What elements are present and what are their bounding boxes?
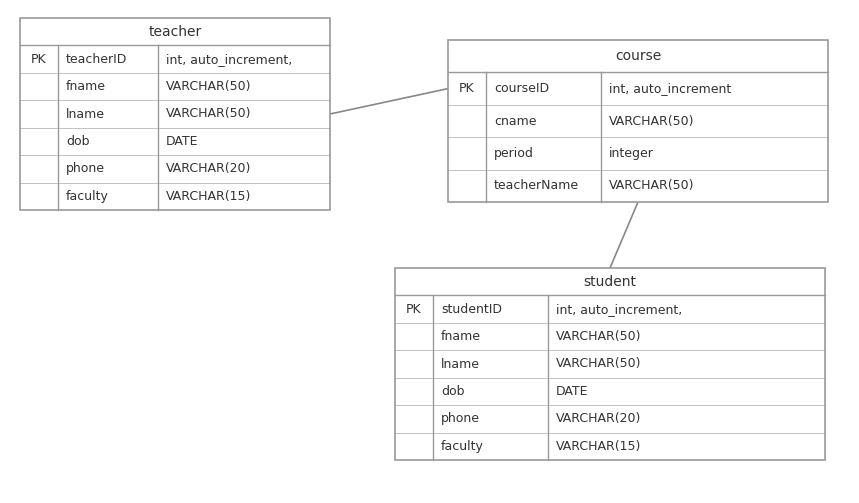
- Text: fname: fname: [66, 80, 106, 93]
- Text: VARCHAR(50): VARCHAR(50): [609, 179, 694, 192]
- Text: lname: lname: [66, 108, 105, 121]
- FancyBboxPatch shape: [448, 40, 828, 202]
- Text: VARCHAR(15): VARCHAR(15): [556, 440, 642, 453]
- Text: int, auto_increment,: int, auto_increment,: [166, 53, 292, 66]
- Text: course: course: [615, 49, 661, 63]
- Text: VARCHAR(20): VARCHAR(20): [556, 412, 642, 426]
- Text: phone: phone: [441, 412, 480, 426]
- Text: PK: PK: [31, 53, 46, 66]
- Text: VARCHAR(20): VARCHAR(20): [166, 162, 252, 176]
- Text: integer: integer: [609, 147, 654, 160]
- Text: int, auto_increment,: int, auto_increment,: [556, 303, 682, 316]
- Text: teacher: teacher: [149, 25, 202, 39]
- Text: PK: PK: [406, 303, 422, 316]
- Text: courseID: courseID: [494, 82, 549, 95]
- Text: teacherName: teacherName: [494, 179, 579, 192]
- Text: VARCHAR(50): VARCHAR(50): [166, 108, 252, 121]
- Text: VARCHAR(50): VARCHAR(50): [556, 330, 642, 343]
- Text: int, auto_increment: int, auto_increment: [609, 82, 731, 95]
- Text: faculty: faculty: [66, 190, 109, 203]
- Text: lname: lname: [441, 358, 480, 371]
- Text: period: period: [494, 147, 534, 160]
- Text: VARCHAR(50): VARCHAR(50): [556, 358, 642, 371]
- Text: dob: dob: [66, 135, 89, 148]
- Text: VARCHAR(50): VARCHAR(50): [609, 115, 694, 127]
- FancyBboxPatch shape: [20, 18, 330, 210]
- Text: teacherID: teacherID: [66, 53, 127, 66]
- Text: phone: phone: [66, 162, 105, 176]
- Text: DATE: DATE: [556, 385, 588, 398]
- Text: dob: dob: [441, 385, 465, 398]
- FancyBboxPatch shape: [395, 268, 825, 460]
- Text: cname: cname: [494, 115, 537, 127]
- Text: DATE: DATE: [166, 135, 198, 148]
- Text: fname: fname: [441, 330, 481, 343]
- Text: VARCHAR(15): VARCHAR(15): [166, 190, 252, 203]
- Text: VARCHAR(50): VARCHAR(50): [166, 80, 252, 93]
- Text: faculty: faculty: [441, 440, 484, 453]
- Text: PK: PK: [460, 82, 475, 95]
- Text: studentID: studentID: [441, 303, 502, 316]
- Text: student: student: [583, 275, 637, 289]
